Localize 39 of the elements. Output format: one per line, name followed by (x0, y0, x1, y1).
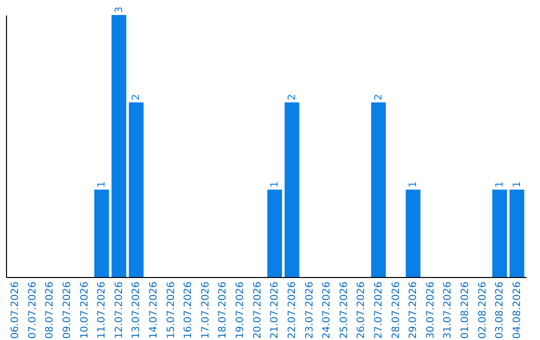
data-label: 1 (512, 181, 523, 188)
x-tick-label: 07.07.2026 (27, 282, 38, 339)
x-tick-label: 16.07.2026 (183, 282, 194, 339)
x-tick-label: 09.07.2026 (62, 282, 73, 339)
x-tick-label: 08.07.2026 (44, 282, 56, 339)
x-tick-label: 30.07.2026 (425, 282, 436, 339)
data-label: 2 (286, 94, 298, 100)
x-tick-label: 04.08.2026 (512, 282, 523, 339)
x-tick-label: 29.07.2026 (408, 282, 420, 339)
data-label: 3 (114, 6, 125, 13)
x-tick-label: 25.07.2026 (338, 282, 350, 339)
x-tick-label: 12.07.2026 (114, 282, 125, 339)
x-tick-label: 21.07.2026 (270, 282, 281, 339)
data-label: 2 (373, 94, 384, 100)
data-label: 1 (96, 181, 108, 188)
x-tick-label: 11.07.2026 (96, 282, 108, 339)
x-tick-label: 15.07.2026 (166, 282, 177, 339)
x-tick-label: 03.08.2026 (494, 282, 506, 339)
x-tick-label: 17.07.2026 (200, 282, 212, 339)
x-tick-label: 06.07.2026 (10, 282, 22, 339)
x-tick-label: 19.07.2026 (235, 282, 246, 339)
x-tick-label: 13.07.2026 (131, 282, 142, 339)
data-label: 1 (494, 181, 506, 188)
x-tick-label: 31.07.2026 (442, 282, 454, 339)
x-tick-label: 14.07.2026 (148, 282, 160, 339)
x-tick-label: 24.07.2026 (322, 282, 333, 339)
x-tick-label: 22.07.2026 (286, 282, 298, 339)
x-tick-label: 10.07.2026 (79, 282, 90, 339)
x-tick-label: 28.07.2026 (390, 282, 402, 339)
x-tick-label: 02.08.2026 (477, 282, 488, 339)
x-tick-label: 20.07.2026 (252, 282, 264, 339)
x-tick-label: 26.07.2026 (356, 282, 368, 339)
data-label: 1 (408, 181, 420, 188)
data-label: 1 (270, 181, 281, 188)
x-tick-label: 27.07.2026 (373, 282, 384, 339)
x-tick-label: 23.07.2026 (304, 282, 316, 339)
data-label: 2 (131, 94, 142, 100)
x-tick-label: 01.08.2026 (460, 282, 471, 339)
x-tick-label: 18.07.2026 (218, 282, 229, 339)
